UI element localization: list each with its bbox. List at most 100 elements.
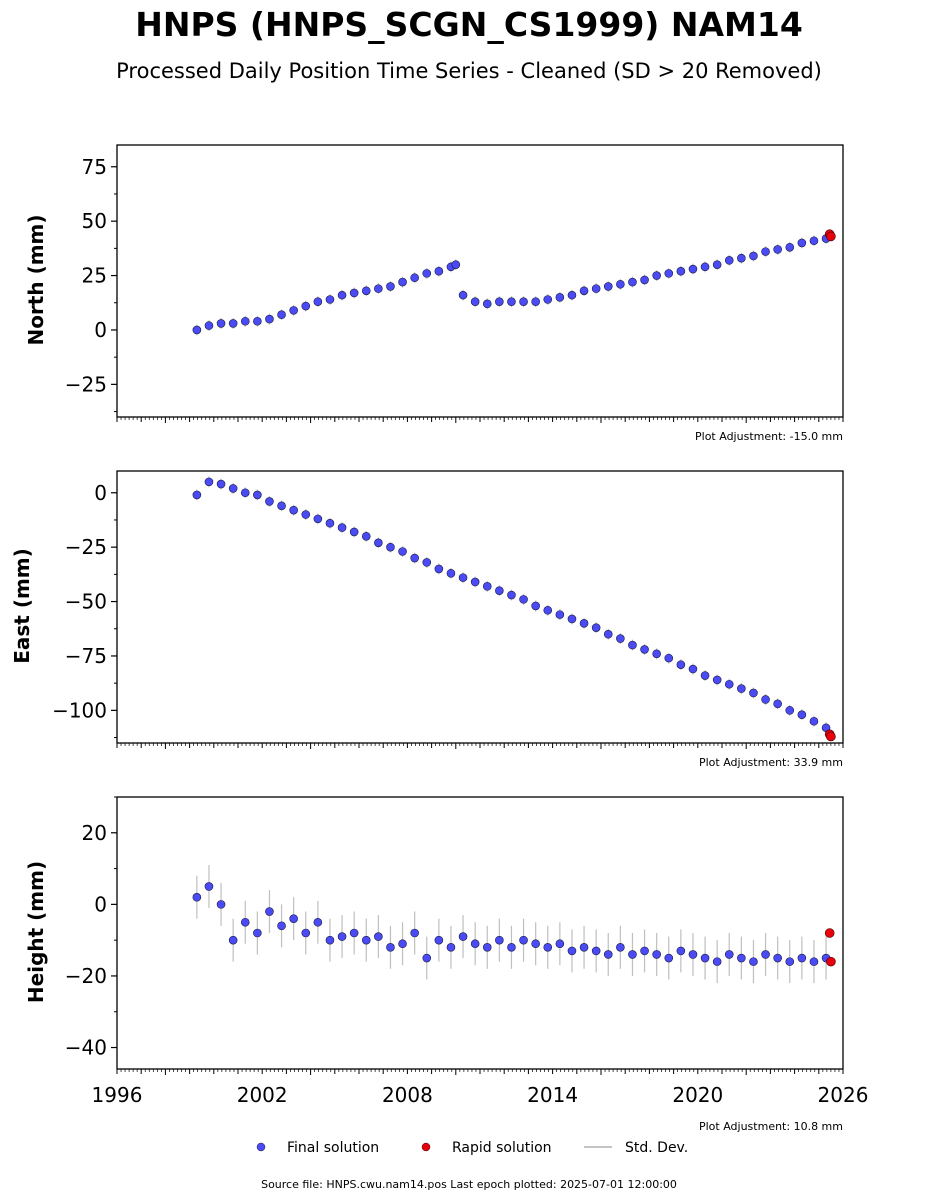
final-solution-point: [240, 488, 250, 498]
final-solution-point: [555, 293, 565, 302]
final-solution-point: [422, 558, 432, 567]
height-plot-adjustment: Plot Adjustment: 10.8 mm: [699, 1120, 843, 1133]
final-solution-point: [507, 297, 516, 306]
final-solution-point: [361, 531, 371, 541]
final-solution-point: [724, 679, 734, 689]
final-solution-point: [313, 297, 323, 306]
north-panel: North (mm) Plot Adjustment: -15.0 mm 75 5…: [24, 144, 844, 443]
final-solution-point: [749, 957, 758, 966]
final-solution-point: [434, 266, 444, 276]
final-solution-point: [700, 953, 710, 963]
final-solution-point: [410, 928, 419, 938]
final-solution-point: [640, 645, 649, 654]
final-solution-point: [482, 299, 492, 309]
y-tick-label: −50: [65, 590, 107, 614]
final-solution-point: [240, 917, 250, 927]
final-solution-point: [616, 634, 625, 643]
x-tick-label: 2020: [672, 1083, 723, 1107]
final-solution-point: [386, 943, 395, 952]
final-solution-point: [737, 684, 746, 693]
y-tick-label: 0: [94, 481, 107, 505]
final-solution-point: [337, 523, 347, 532]
final-solution-point: [337, 290, 347, 300]
final-solution-point: [797, 953, 807, 963]
x-tick-label: 2014: [527, 1083, 578, 1107]
x-tick-label: 1996: [92, 1083, 143, 1107]
final-solution-point: [313, 514, 323, 524]
final-solution-point: [398, 547, 407, 556]
y-tick-label: −100: [52, 698, 107, 722]
height-axis-label: Height (mm): [24, 861, 48, 1003]
final-solution-point: [652, 950, 661, 959]
final-solution-point: [265, 497, 274, 506]
final-solution-point: [700, 671, 710, 680]
legend-std-label: Std. Dev.: [625, 1140, 688, 1156]
final-solution-point: [253, 316, 262, 326]
final-solution-point: [386, 542, 395, 552]
final-solution-point: [374, 932, 383, 941]
final-solution-point: [567, 614, 577, 624]
plot-frame: [116, 796, 844, 1070]
final-solution-point: [361, 286, 371, 296]
final-solution-point: [361, 935, 371, 945]
final-solution-point: [555, 939, 565, 949]
final-solution-point: [301, 928, 311, 938]
final-solution-point: [507, 943, 516, 952]
final-solution-point: [531, 939, 540, 949]
final-solution-point: [640, 275, 649, 285]
final-solution-point: [785, 706, 795, 715]
final-solution-point: [470, 577, 480, 587]
final-solution-point: [785, 957, 795, 966]
x-tick-label: 2008: [382, 1083, 433, 1107]
east-axis-label: East (mm): [10, 548, 34, 664]
final-solution-point: [192, 892, 202, 902]
final-solution-point: [543, 605, 553, 615]
final-solution-point: [398, 939, 407, 949]
rapid-solution-point: [826, 956, 836, 967]
legend-rapid-marker: [421, 1142, 431, 1152]
final-solution-point: [265, 314, 274, 324]
final-solution-point: [374, 538, 383, 548]
final-solution-point: [446, 943, 456, 952]
final-solution-point: [470, 297, 480, 306]
source-footnote: Source file: HNPS.cwu.nam14.pos Last epo…: [261, 1178, 677, 1191]
final-solution-point: [253, 928, 262, 938]
rapid-solution-point: [824, 928, 835, 938]
final-solution-point: [797, 238, 807, 248]
north-axis-label: North (mm): [24, 214, 48, 345]
final-solution-point: [603, 950, 613, 959]
final-solution-point: [451, 260, 461, 269]
figure-subtitle: Processed Daily Position Time Series - C…: [116, 59, 822, 83]
final-solution-point: [543, 295, 553, 304]
final-solution-point: [277, 501, 286, 511]
final-solution-point: [567, 946, 577, 956]
y-tick-label: 75: [82, 155, 107, 179]
final-solution-point: [374, 284, 383, 293]
final-solution-point: [349, 928, 359, 938]
final-solution-point: [216, 319, 226, 328]
final-solution-point: [761, 247, 770, 256]
final-solution-point: [240, 316, 250, 326]
final-solution-point: [228, 935, 238, 945]
final-solution-point: [688, 264, 698, 274]
final-solution-point: [349, 527, 359, 537]
final-solution-point: [398, 277, 407, 287]
final-solution-point: [192, 325, 202, 335]
final-solution-point: [482, 943, 492, 952]
y-tick-label: −75: [65, 644, 107, 668]
legend-final-marker: [256, 1142, 266, 1152]
final-solution-point: [531, 297, 540, 306]
final-solution-point: [676, 946, 686, 956]
final-solution-point: [204, 321, 214, 330]
final-solution-point: [289, 306, 298, 315]
final-solution-point: [301, 301, 311, 311]
final-solution-point: [591, 623, 601, 632]
final-solution-point: [531, 601, 540, 611]
final-solution-point: [277, 921, 286, 931]
final-solution-point: [761, 950, 770, 959]
final-solution-point: [724, 256, 734, 265]
final-solution-point: [313, 917, 323, 927]
final-solution-point: [761, 695, 770, 704]
final-solution-point: [228, 319, 238, 328]
